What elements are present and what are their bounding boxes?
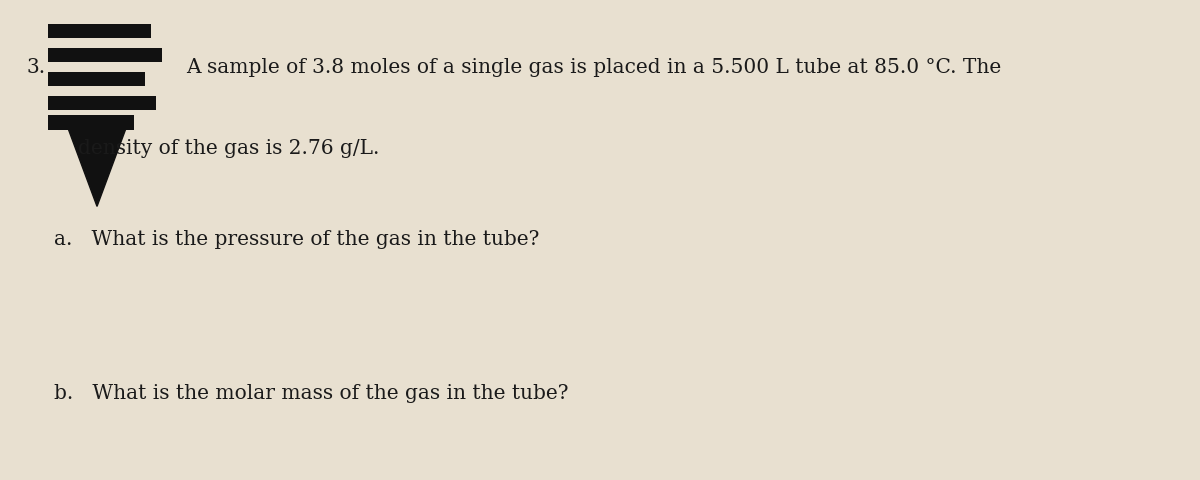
Text: b.   What is the molar mass of the gas in the tube?: b. What is the molar mass of the gas in … [54, 384, 569, 403]
Bar [48, 115, 133, 130]
Bar [48, 72, 145, 86]
Text: density of the gas is 2.76 g/L.: density of the gas is 2.76 g/L. [78, 139, 379, 158]
Text: 3.: 3. [26, 58, 46, 77]
Text: a.   What is the pressure of the gas in the tube?: a. What is the pressure of the gas in th… [54, 230, 539, 250]
Bar [48, 24, 151, 38]
Text: A sample of 3.8 moles of a single gas is placed in a 5.500 L tube at 85.0 °C. Th: A sample of 3.8 moles of a single gas is… [186, 58, 1001, 77]
Bar [48, 96, 156, 110]
Polygon shape [68, 130, 126, 206]
Bar [48, 48, 162, 62]
